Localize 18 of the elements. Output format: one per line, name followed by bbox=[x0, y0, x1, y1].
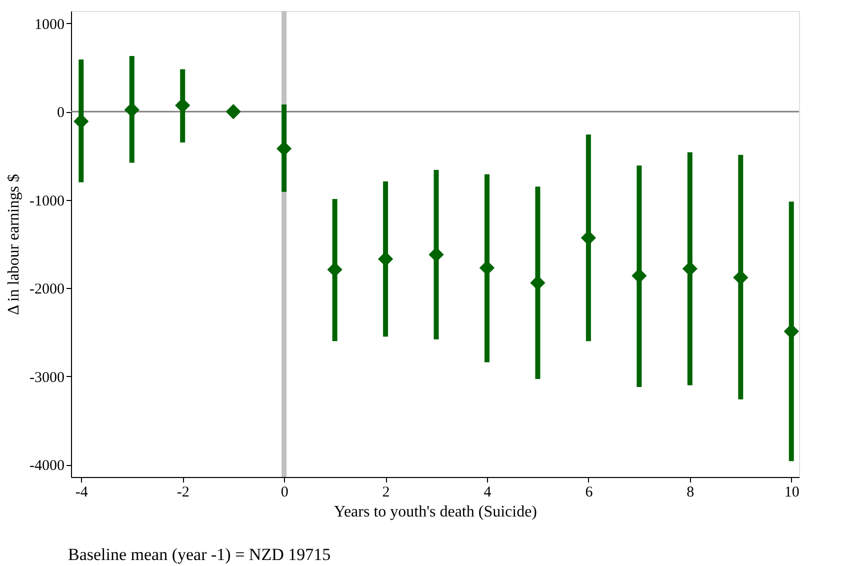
x-tick-label: 8 bbox=[686, 484, 694, 500]
y-tick-label: 0 bbox=[57, 105, 64, 122]
y-tick-label: 1000 bbox=[34, 16, 64, 33]
y-tick-label: -1000 bbox=[30, 193, 64, 210]
y-tick-label: -2000 bbox=[30, 282, 64, 298]
x-tick-label: -4 bbox=[75, 484, 88, 500]
x-tick-label: 4 bbox=[484, 484, 492, 500]
x-tick-label: 0 bbox=[280, 484, 288, 500]
x-tick-label: -2 bbox=[176, 484, 190, 500]
point bbox=[226, 104, 241, 120]
x-tick-label: 2 bbox=[382, 484, 390, 500]
x-axis-title: Years to youth's death (Suicide) bbox=[334, 504, 538, 520]
y-tick-label: -4000 bbox=[30, 458, 64, 474]
x-tick-label: 10 bbox=[784, 484, 800, 500]
y-tick-label: -3000 bbox=[30, 370, 64, 386]
y-axis-title: Δ in labour earnings $ bbox=[6, 174, 23, 315]
text: Baseline mean (year -1) = NZD 19715 bbox=[68, 545, 331, 564]
x-tick-label: 6 bbox=[585, 484, 594, 500]
